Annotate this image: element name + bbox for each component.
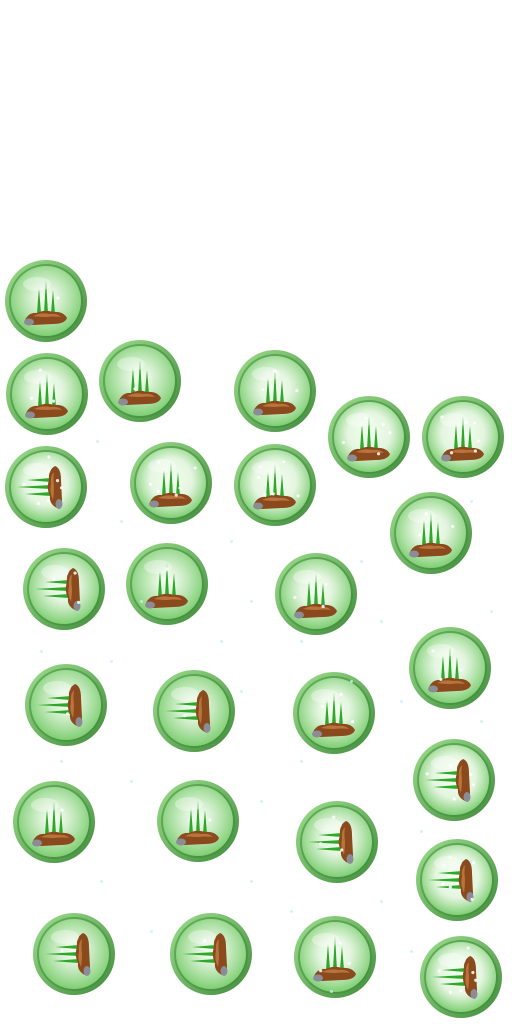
grass-mound-icon [118,360,161,406]
grass-mound-icon [425,759,471,802]
grass-mound-icon [308,821,354,864]
sparkle-particle [360,560,363,563]
grass-mound-badge [153,670,235,752]
grass-mound-badge [328,396,410,478]
grass-mound-badge [234,350,316,432]
sparkle-particle [380,900,383,903]
grass-mound-badge [25,664,107,746]
sparkle-particle [140,600,143,603]
grass-mound-badge [294,916,376,998]
grass-mound-icon [37,684,83,727]
sparkle-particle [250,880,253,883]
grass-mound-icon [253,464,296,510]
grass-mound-icon [24,280,67,326]
grass-mound-badge [409,627,491,709]
grass-mound-badge [157,780,239,862]
sparkle-particle [150,930,153,933]
grass-mound-icon [25,373,68,419]
grass-mound-badge [23,548,105,630]
sparkle-particle [290,910,293,913]
grass-mound-badge [296,801,378,883]
grass-mound-badge [6,353,88,435]
grass-mound-icon [176,800,219,846]
grass-mound-icon [347,416,390,462]
sparkle-particle [40,650,43,653]
grass-mound-badge [416,839,498,921]
grass-mound-badge [126,543,208,625]
sparkle-particle [250,600,253,603]
grass-mound-badge [413,739,495,821]
grass-mound-badge [420,936,502,1018]
grass-mound-badge [170,913,252,995]
sparkle-particle [300,640,303,643]
grass-mound-badge [390,492,472,574]
grass-mound-icon [45,933,91,976]
sparkle-particle [230,540,233,543]
grass-mound-icon [165,690,211,733]
sparkle-particle [490,610,493,613]
grass-mound-badge [130,442,212,524]
grass-mound-icon [149,462,192,508]
grass-mound-badge [13,781,95,863]
grass-mound-badge [5,446,87,528]
sparkle-particle [120,520,123,523]
sparkle-particle [400,700,403,703]
sparkle-particle [130,780,133,783]
grass-mound-badge [293,672,375,754]
sparkle-particle [100,880,103,883]
grass-mound-icon [428,647,471,693]
sparkle-particle [330,990,333,993]
grass-mound-icon [145,563,188,609]
grass-mound-icon [312,692,355,738]
grass-mound-icon [441,416,484,462]
sparkle-particle [410,950,413,953]
sparkle-particle [470,500,473,503]
grass-mound-icon [409,512,452,558]
grass-mound-badge [33,913,115,995]
sparkle-particle [300,760,303,763]
sparkle-particle [60,760,63,763]
grass-mound-icon [253,370,296,416]
grass-mound-badge [99,340,181,422]
sparkle-particle [260,800,263,803]
grass-mound-icon [17,466,63,509]
grass-mound-badge [5,260,87,342]
sparkle-particle [220,640,223,643]
sparkle-particle [480,720,483,723]
grass-mound-icon [313,936,356,982]
grass-mound-badge [422,396,504,478]
sparkle-particle [470,860,473,863]
sparkle-particle [96,440,99,443]
grass-mound-badge [234,444,316,526]
sparkle-particle [110,660,113,663]
sparkle-particle [240,690,243,693]
grass-mound-icon [432,956,478,999]
sparkle-particle [420,830,423,833]
grass-mound-icon [32,801,75,847]
grass-mound-badge [275,553,357,635]
grass-mound-icon [182,933,228,976]
sparkle-particle [350,680,353,683]
grass-mound-icon [35,568,81,611]
sparkle-particle [380,620,383,623]
